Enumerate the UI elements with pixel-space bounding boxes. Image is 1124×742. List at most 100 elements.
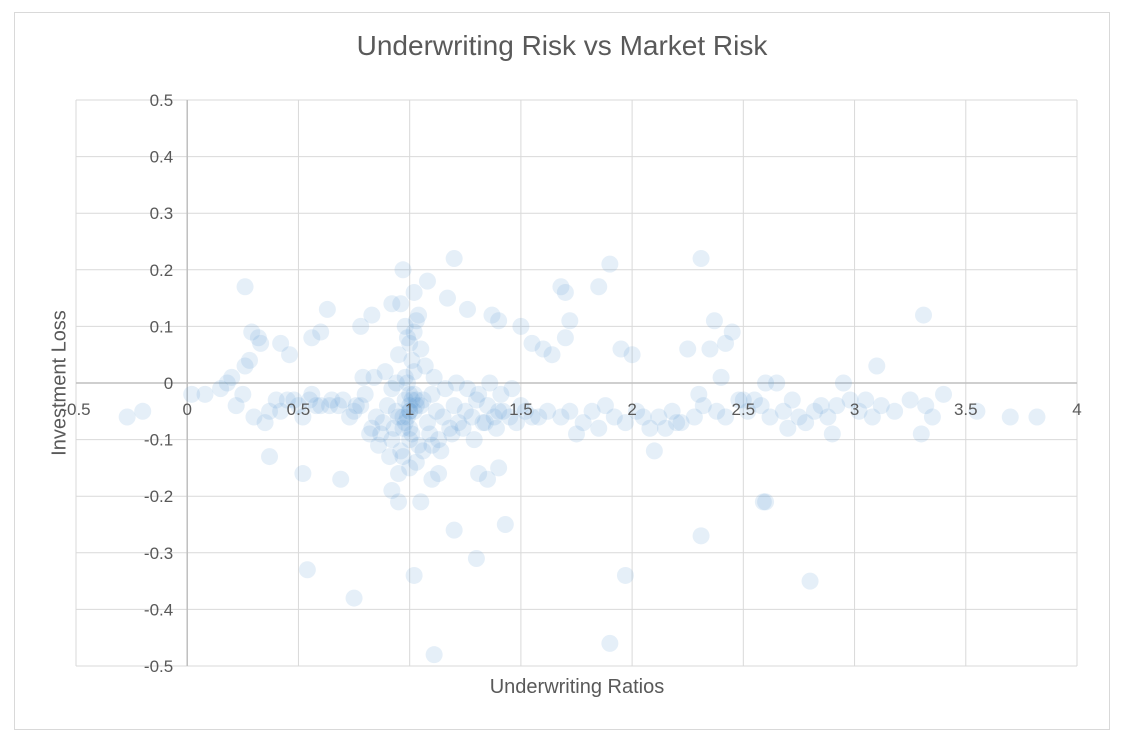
data-point bbox=[819, 408, 837, 426]
data-point bbox=[396, 414, 414, 432]
data-point bbox=[459, 380, 477, 398]
data-point bbox=[243, 323, 261, 341]
data-point bbox=[118, 408, 136, 426]
data-point bbox=[227, 397, 245, 415]
data-point bbox=[601, 634, 619, 652]
data-point bbox=[312, 323, 330, 341]
data-point bbox=[334, 391, 352, 409]
data-point bbox=[436, 380, 454, 398]
data-point bbox=[383, 380, 401, 398]
data-point bbox=[396, 317, 414, 335]
data-point bbox=[223, 368, 241, 386]
data-point bbox=[612, 340, 630, 358]
data-point bbox=[407, 453, 425, 471]
data-point bbox=[556, 283, 574, 301]
data-point bbox=[857, 391, 875, 409]
data-point bbox=[183, 385, 201, 403]
data-point bbox=[901, 391, 919, 409]
data-point bbox=[425, 646, 443, 664]
x-tick-label: 1.5 bbox=[509, 400, 533, 419]
data-point bbox=[405, 323, 423, 341]
data-point bbox=[487, 419, 505, 437]
data-point bbox=[470, 465, 488, 483]
data-point bbox=[761, 408, 779, 426]
data-point bbox=[530, 408, 548, 426]
data-point bbox=[690, 385, 708, 403]
data-point bbox=[790, 408, 808, 426]
data-point bbox=[459, 300, 477, 318]
data-point bbox=[394, 448, 412, 466]
data-point bbox=[281, 346, 299, 364]
data-point bbox=[383, 295, 401, 313]
data-point bbox=[329, 397, 347, 415]
data-point bbox=[507, 414, 525, 432]
data-point bbox=[561, 312, 579, 330]
data-point bbox=[396, 368, 414, 386]
data-point bbox=[401, 402, 419, 420]
data-point bbox=[363, 306, 381, 324]
data-point bbox=[272, 334, 290, 352]
data-point bbox=[341, 408, 359, 426]
data-point bbox=[418, 272, 436, 290]
data-point bbox=[425, 368, 443, 386]
data-point bbox=[401, 459, 419, 477]
y-tick-label: 0.3 bbox=[150, 204, 174, 223]
data-point bbox=[634, 408, 652, 426]
data-point bbox=[345, 402, 363, 420]
data-point bbox=[445, 521, 463, 539]
x-tick-label: 2.5 bbox=[732, 400, 756, 419]
data-point bbox=[754, 493, 772, 511]
data-point bbox=[467, 549, 485, 567]
data-point bbox=[734, 391, 752, 409]
data-point bbox=[261, 402, 279, 420]
data-point bbox=[294, 408, 312, 426]
data-point bbox=[490, 402, 508, 420]
data-point bbox=[445, 249, 463, 267]
x-axis-label: Underwriting Ratios bbox=[489, 676, 665, 698]
data-point bbox=[757, 493, 775, 511]
data-point bbox=[679, 340, 697, 358]
data-point bbox=[405, 566, 423, 584]
data-point bbox=[354, 368, 372, 386]
data-point bbox=[423, 436, 441, 454]
axes bbox=[76, 100, 1077, 666]
data-point bbox=[801, 572, 819, 590]
data-point bbox=[823, 425, 841, 443]
data-point bbox=[352, 397, 370, 415]
data-point bbox=[583, 402, 601, 420]
data-point bbox=[430, 465, 448, 483]
data-point bbox=[236, 357, 254, 375]
data-point bbox=[485, 408, 503, 426]
data-point bbox=[812, 397, 830, 415]
data-point bbox=[383, 431, 401, 449]
y-tick-label: 0.1 bbox=[150, 317, 174, 336]
data-point bbox=[757, 374, 775, 392]
data-point bbox=[303, 385, 321, 403]
data-point bbox=[834, 374, 852, 392]
data-point bbox=[779, 419, 797, 437]
data-point bbox=[236, 278, 254, 296]
data-point bbox=[441, 419, 459, 437]
data-point bbox=[596, 397, 614, 415]
data-point bbox=[423, 470, 441, 488]
data-point bbox=[503, 380, 521, 398]
data-point bbox=[705, 312, 723, 330]
x-tick-label: 3 bbox=[850, 400, 859, 419]
data-point bbox=[418, 414, 436, 432]
data-point bbox=[539, 402, 557, 420]
data-point bbox=[403, 351, 421, 369]
data-point bbox=[256, 414, 274, 432]
data-point bbox=[363, 419, 381, 437]
data-point bbox=[797, 414, 815, 432]
data-point bbox=[568, 425, 585, 443]
data-point bbox=[745, 391, 763, 409]
data-point bbox=[476, 414, 494, 432]
data-point bbox=[321, 397, 339, 415]
data-point bbox=[783, 391, 801, 409]
data-point bbox=[968, 402, 986, 420]
data-point bbox=[483, 306, 501, 324]
y-tick-label: -0.4 bbox=[144, 600, 173, 619]
data-point bbox=[717, 334, 735, 352]
data-point bbox=[294, 465, 312, 483]
data-point bbox=[752, 397, 770, 415]
